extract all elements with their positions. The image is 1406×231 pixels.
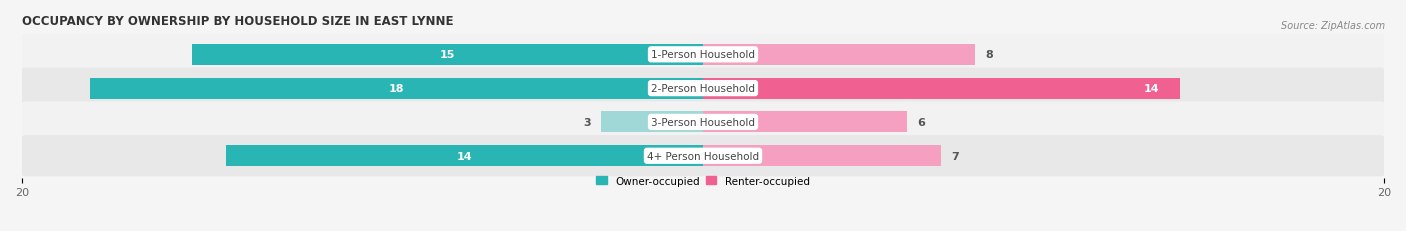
Bar <box>703 112 907 133</box>
Text: 1-Person Household: 1-Person Household <box>651 50 755 60</box>
Bar <box>193 45 703 66</box>
Bar <box>90 78 703 99</box>
Text: 8: 8 <box>986 50 994 60</box>
Text: OCCUPANCY BY OWNERSHIP BY HOUSEHOLD SIZE IN EAST LYNNE: OCCUPANCY BY OWNERSHIP BY HOUSEHOLD SIZE… <box>22 15 454 28</box>
Text: 3: 3 <box>583 117 591 127</box>
Bar <box>226 146 703 167</box>
FancyBboxPatch shape <box>21 136 1385 177</box>
FancyBboxPatch shape <box>21 68 1385 109</box>
FancyBboxPatch shape <box>21 102 1385 143</box>
Bar <box>600 112 703 133</box>
Text: 2-Person Household: 2-Person Household <box>651 84 755 94</box>
Text: 18: 18 <box>389 84 405 94</box>
Text: 14: 14 <box>457 151 472 161</box>
Text: Source: ZipAtlas.com: Source: ZipAtlas.com <box>1281 21 1385 31</box>
FancyBboxPatch shape <box>21 35 1385 76</box>
Bar <box>703 45 976 66</box>
Text: 3-Person Household: 3-Person Household <box>651 117 755 127</box>
Text: 15: 15 <box>440 50 456 60</box>
Text: 7: 7 <box>952 151 959 161</box>
Bar <box>703 78 1180 99</box>
Text: 6: 6 <box>918 117 925 127</box>
Text: 14: 14 <box>1143 84 1159 94</box>
Legend: Owner-occupied, Renter-occupied: Owner-occupied, Renter-occupied <box>592 172 814 190</box>
Text: 4+ Person Household: 4+ Person Household <box>647 151 759 161</box>
Bar <box>703 146 942 167</box>
